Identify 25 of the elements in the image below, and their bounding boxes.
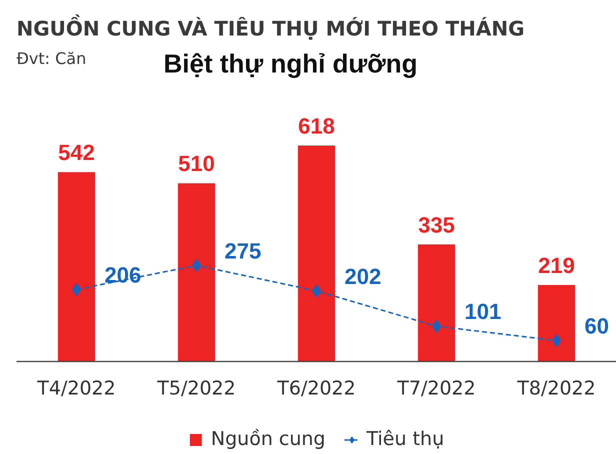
bar: [178, 183, 216, 362]
data-label: 219: [538, 252, 575, 278]
x-tick-label: T6/2022: [276, 378, 356, 400]
data-label: 202: [344, 264, 382, 289]
data-label: 101: [464, 299, 502, 324]
data-label: 542: [58, 140, 95, 166]
x-tick-label: T5/2022: [156, 378, 236, 400]
data-label: 275: [224, 238, 262, 264]
data-label: 510: [178, 151, 215, 176]
legend-label: Tiêu thụ: [366, 428, 444, 450]
legend-label: Nguồn cung: [210, 428, 326, 450]
bar: [418, 244, 456, 362]
bar: [58, 172, 96, 362]
bar: [298, 146, 336, 362]
chart-subtitle: Biệt thự nghỉ dưỡng: [164, 48, 418, 78]
data-label: 618: [298, 114, 335, 138]
x-tick-label: T4/2022: [36, 378, 116, 400]
data-label: 60: [584, 314, 609, 339]
data-label: 335: [418, 212, 455, 238]
text: Đvt: Căn: [16, 49, 86, 68]
data-label: 206: [104, 262, 142, 288]
bar: [538, 284, 576, 362]
x-tick-label: T8/2022: [516, 378, 596, 400]
chart-title: NGUỒN CUNG VÀ TIÊU THỤ MỚI THEO THÁNG: [16, 14, 525, 40]
x-tick-label: T7/2022: [396, 378, 476, 400]
